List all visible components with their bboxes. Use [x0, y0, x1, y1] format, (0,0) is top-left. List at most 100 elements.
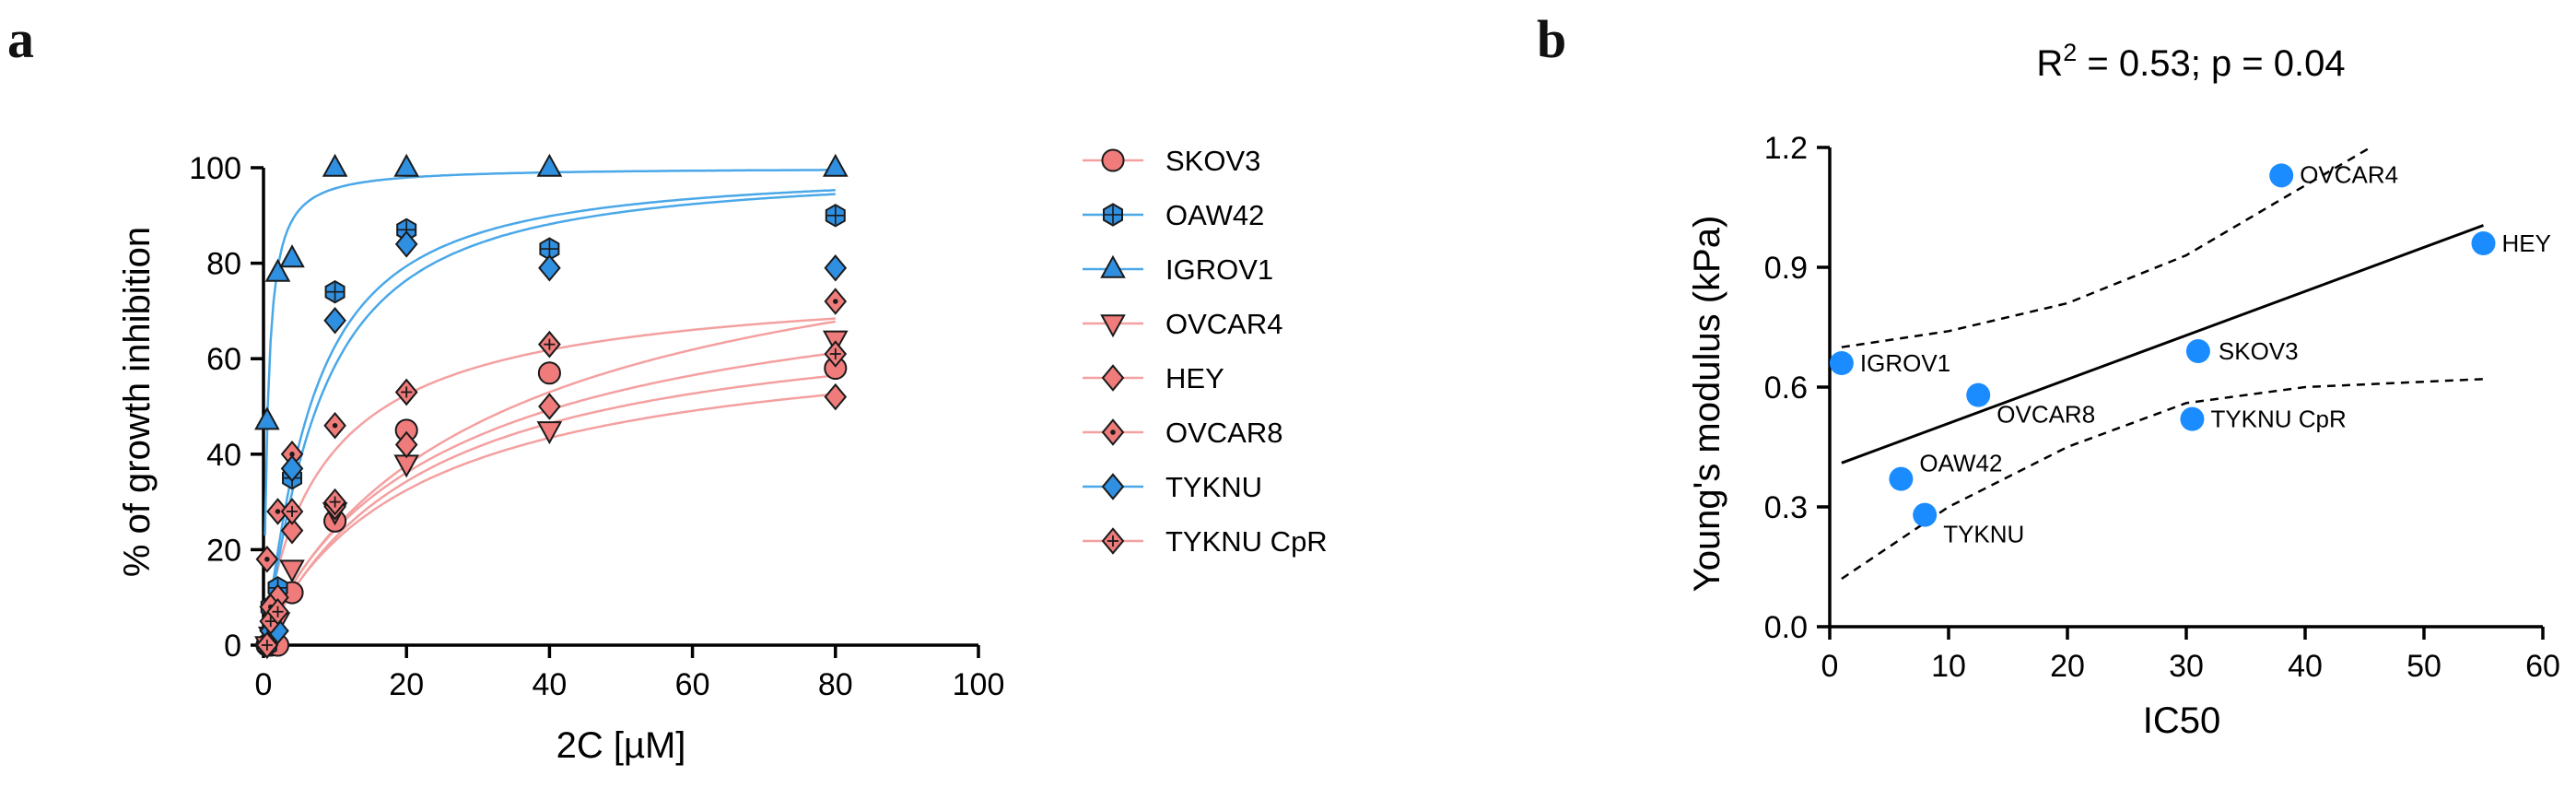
data-point-ovcar8-shape [833, 299, 838, 304]
chart-a-y-tick-label: 80 [206, 247, 241, 282]
data-point-tyknu [824, 254, 848, 282]
data-point-tyknu-shape [323, 306, 346, 335]
chart-b-axes: 0 10 20 30 40 50 60 0.0 0.3 0.6 0.9 1.2 [1764, 131, 2560, 684]
fit-curve-oaw42 [263, 189, 836, 639]
data-point-ovcar8-shape [332, 422, 338, 429]
data-point-tyknu-cpr [824, 340, 848, 368]
data-point-tyknu-shape [394, 230, 418, 258]
data-point-tyknu-shape [824, 254, 848, 282]
chart-b-correlation: R2 = 0.53; p = 0.04 0 10 20 30 40 50 600.00.30… [1687, 39, 2560, 741]
legend-marker [1101, 148, 1125, 172]
chart-b-stat-title: R2 = 0.53; p = 0.04 [2036, 39, 2345, 84]
legend-label: TYKNU CpR [1165, 525, 1328, 558]
data-point-ovcar4 [393, 454, 419, 478]
chart-a-y-tick-label: 100 [189, 151, 241, 186]
data-point-ovcar8 [255, 545, 279, 573]
legend-label: OVCAR8 [1165, 417, 1282, 449]
chart-a-y-tick-label: 60 [206, 342, 241, 377]
chart-b-x-tick-label: 40 [2288, 649, 2323, 684]
chart-b-stat-title-r: R [2036, 43, 2063, 84]
chart-a-y-tick-label: 20 [206, 533, 241, 568]
data-point-tyknu [538, 254, 561, 282]
data-point-igrov1-shape [264, 258, 291, 282]
chart-a-x-tick-label: 80 [818, 667, 853, 702]
data-point-igrov1-shape [393, 153, 419, 177]
fit-curve-tyknu [263, 193, 836, 640]
legend-label: IGROV1 [1165, 253, 1273, 286]
point-label: OVCAR8 [1996, 401, 2095, 429]
point-label: IGROV1 [1860, 349, 1950, 377]
panel-letter-b: b [1537, 9, 1566, 69]
legend-marker [1102, 203, 1124, 227]
legend-marker-shape [1101, 473, 1125, 500]
legend-item: IGROV1 [1083, 253, 1273, 286]
data-point-tyknu-cpr [323, 488, 346, 516]
chart-a-x-tick-label: 40 [532, 667, 567, 702]
data-point-tyknu-shape [280, 454, 304, 483]
point-label: OVCAR4 [2300, 160, 2398, 188]
data-point-ovcar4 [2269, 163, 2294, 188]
legend-label: OVCAR4 [1165, 308, 1282, 340]
data-point-tyknu-cpr [266, 597, 289, 626]
data-point-igrov1-shape [254, 406, 280, 430]
data-point-hey-shape [280, 516, 304, 545]
chart-b-y-axis-title: Young's modulus (kPa) [1687, 216, 1727, 593]
data-point-ovcar8-shape [289, 452, 295, 457]
data-point-hey-shape [824, 382, 848, 411]
chart-b-y-tick-label: 1.2 [1764, 131, 1808, 166]
data-point-hey [538, 393, 561, 420]
data-point-hey-shape [394, 430, 418, 459]
chart-a-dose-response: 0 20 40 60 80 100 0 20 40 60 80 100 2C [µM] % of gr… [117, 145, 1328, 766]
data-point-ovcar8-shape [275, 509, 281, 514]
legend-label: SKOV3 [1165, 145, 1260, 177]
data-point-skov3 [2185, 339, 2210, 363]
data-point-tyknu-cpr [394, 378, 418, 406]
legend-item: SKOV3 [1083, 145, 1260, 177]
chart-a-x-tick-label: 60 [675, 667, 710, 702]
data-point-tyknu-shape [538, 254, 561, 282]
data-point-ovcar4-shape [279, 559, 305, 583]
data-point-tyknu [280, 454, 304, 483]
chart-a-x-tick-label: 100 [953, 667, 1005, 702]
legend-marker [1101, 527, 1125, 555]
legend-marker-shape [1100, 254, 1126, 278]
data-point-tyknu-cpr [2180, 406, 2205, 431]
data-point-igrov1 [536, 153, 563, 177]
data-point-igrov1-shape [536, 153, 563, 177]
chart-a-x-tick-label: 0 [255, 667, 273, 702]
chart-b-x-tick-label: 20 [2050, 649, 2085, 684]
point-label: SKOV3 [2219, 337, 2299, 365]
data-point-igrov1-shape [322, 153, 348, 177]
chart-a-y-tick-label: 0 [224, 629, 241, 664]
chart-b-x-axis-title: IC50 [2143, 700, 2221, 741]
legend-marker-shape [1101, 364, 1125, 392]
chart-b-x-tick-label: 0 [1821, 649, 1839, 684]
point-label: TYKNU CpR [2210, 406, 2346, 433]
data-point-ovcar8 [323, 411, 346, 440]
data-point-ovcar8-shape [264, 557, 270, 562]
legend-marker [1101, 364, 1125, 392]
chart-a-legend: SKOV3 OAW42 IGROV1 OVCAR4 HEY OVCAR8 TYKNU TYKN… [1083, 145, 1328, 558]
chart-b-x-tick-label: 10 [1931, 649, 1966, 684]
chart-a-x-axis-title: 2C [µM] [556, 725, 686, 766]
legend-item: TYKNU [1083, 471, 1262, 503]
regression-line [1841, 224, 2485, 465]
legend-marker [1101, 418, 1125, 446]
confidence-band-upper [1841, 146, 2371, 348]
chart-b-y-tick-label: 0.6 [1764, 370, 1808, 406]
data-point-igrov1 [279, 244, 305, 268]
fit-curve-tyknu-cpr [263, 320, 836, 641]
chart-b-x-tick-label: 60 [2525, 649, 2560, 684]
chart-a-axes: 0 20 40 60 80 100 0 20 40 60 80 100 [189, 151, 1004, 702]
data-point-skov3-shape [537, 361, 561, 385]
data-point-igrov1 [264, 258, 291, 282]
data-point-igrov1 [393, 153, 419, 177]
data-point-ovcar8 [824, 288, 848, 315]
chart-b-x-tick-label: 30 [2169, 649, 2204, 684]
legend-marker [1100, 254, 1126, 278]
data-point-ovcar4 [279, 559, 305, 583]
chart-a-y-tick-label: 40 [206, 438, 241, 473]
point-label: OAW42 [1919, 450, 2002, 477]
point-label: TYKNU [1943, 521, 2024, 548]
